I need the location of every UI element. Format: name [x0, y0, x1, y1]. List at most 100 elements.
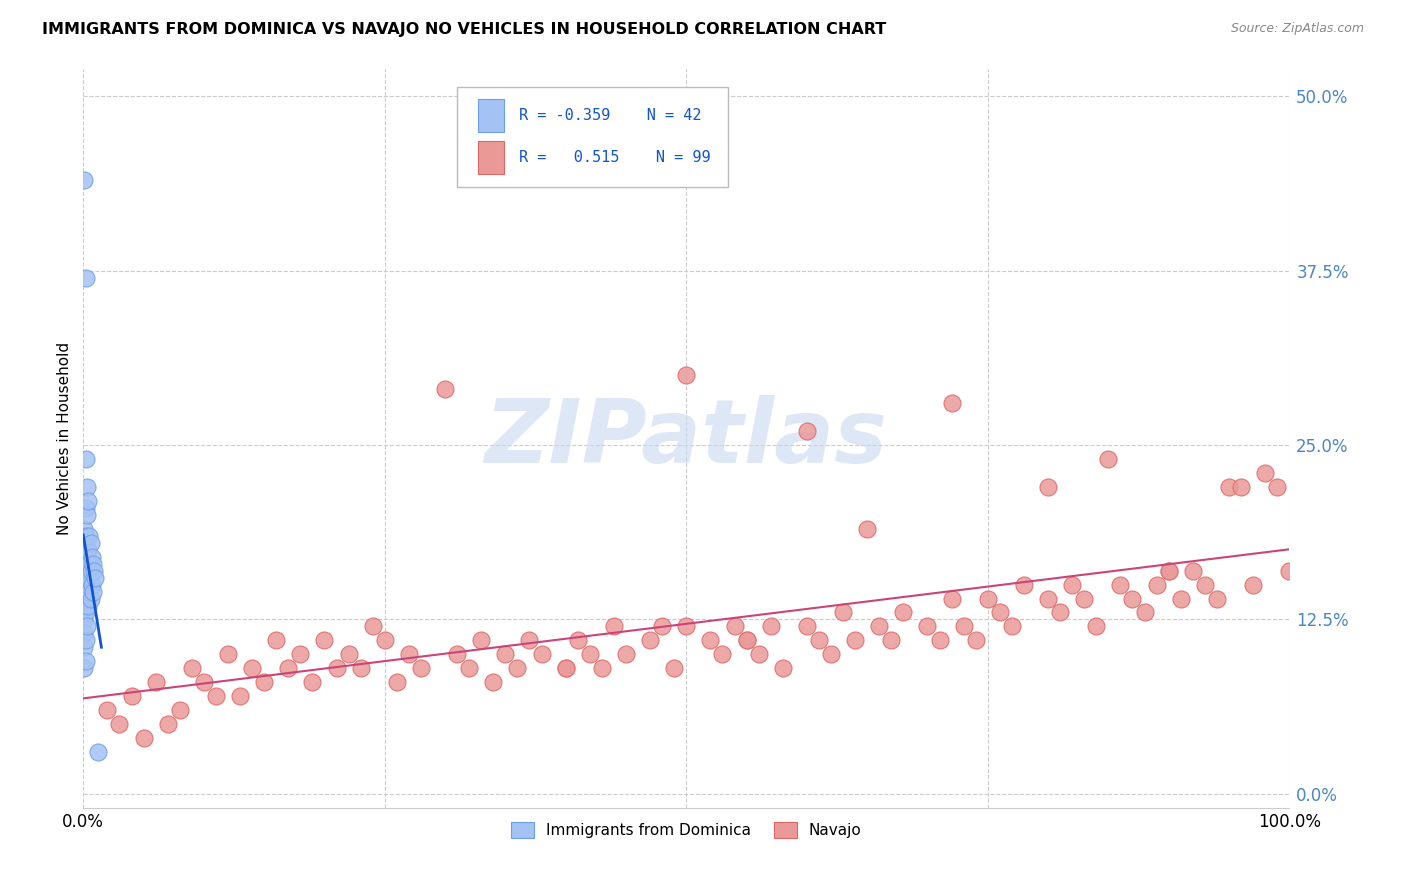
- Point: [554, 661, 576, 675]
- Point: [76, 619, 98, 633]
- Point: [664, 661, 686, 675]
- Point: [76, 591, 98, 606]
- FancyBboxPatch shape: [457, 87, 728, 186]
- Point: [73, 571, 96, 585]
- Point: [1157, 564, 1180, 578]
- Point: [1133, 606, 1156, 620]
- Point: [928, 633, 950, 648]
- Point: [482, 675, 505, 690]
- Point: [965, 633, 987, 648]
- Point: [229, 689, 252, 703]
- Point: [77, 542, 100, 557]
- Point: [1146, 577, 1168, 591]
- Point: [759, 619, 782, 633]
- Text: R =   0.515    N = 99: R = 0.515 N = 99: [519, 150, 710, 165]
- Point: [844, 633, 866, 648]
- Point: [614, 648, 637, 662]
- Point: [1265, 480, 1288, 494]
- Point: [591, 661, 613, 675]
- Point: [79, 557, 101, 571]
- Point: [1194, 577, 1216, 591]
- Point: [891, 606, 914, 620]
- Point: [807, 633, 830, 648]
- Text: R = -0.359    N = 42: R = -0.359 N = 42: [519, 108, 702, 123]
- Point: [796, 424, 818, 438]
- Point: [1109, 577, 1132, 591]
- Point: [169, 703, 191, 717]
- Point: [73, 173, 96, 187]
- Point: [79, 591, 101, 606]
- Point: [79, 584, 101, 599]
- Point: [434, 382, 457, 396]
- Point: [79, 564, 101, 578]
- Point: [80, 549, 103, 564]
- Point: [73, 584, 96, 599]
- Point: [880, 633, 903, 648]
- Point: [79, 535, 101, 549]
- Point: [699, 633, 721, 648]
- Point: [1181, 564, 1204, 578]
- Point: [796, 619, 818, 633]
- Point: [83, 564, 105, 578]
- Point: [530, 648, 553, 662]
- Point: [121, 689, 143, 703]
- Point: [567, 633, 589, 648]
- Point: [290, 648, 312, 662]
- FancyBboxPatch shape: [478, 99, 505, 132]
- Point: [638, 633, 661, 648]
- Point: [325, 661, 347, 675]
- Point: [458, 661, 481, 675]
- Point: [73, 640, 96, 655]
- Point: [84, 571, 107, 585]
- Point: [73, 626, 96, 640]
- Point: [856, 522, 879, 536]
- Point: [96, 703, 118, 717]
- Point: [145, 675, 167, 690]
- Point: [75, 529, 97, 543]
- Point: [277, 661, 299, 675]
- Point: [75, 577, 97, 591]
- Point: [361, 619, 384, 633]
- Point: [205, 689, 228, 703]
- Point: [1062, 577, 1084, 591]
- Point: [82, 557, 104, 571]
- Point: [80, 577, 103, 591]
- Point: [73, 549, 96, 564]
- Point: [75, 633, 97, 648]
- Point: [1012, 577, 1035, 591]
- Point: [675, 368, 697, 383]
- Point: [77, 599, 100, 613]
- Point: [75, 606, 97, 620]
- Point: [1085, 619, 1108, 633]
- Point: [1036, 480, 1059, 494]
- Point: [675, 619, 697, 633]
- FancyBboxPatch shape: [478, 141, 505, 174]
- Point: [772, 661, 794, 675]
- Point: [977, 591, 1000, 606]
- Point: [1157, 564, 1180, 578]
- Point: [1036, 591, 1059, 606]
- Point: [494, 648, 516, 662]
- Point: [603, 619, 626, 633]
- Point: [723, 619, 745, 633]
- Point: [988, 606, 1011, 620]
- Text: Source: ZipAtlas.com: Source: ZipAtlas.com: [1230, 22, 1364, 36]
- Point: [1097, 452, 1119, 467]
- Point: [75, 452, 97, 467]
- Point: [108, 717, 131, 731]
- Point: [77, 571, 100, 585]
- Text: ZIPatlas: ZIPatlas: [485, 394, 887, 482]
- Point: [76, 480, 98, 494]
- Point: [75, 500, 97, 515]
- Point: [350, 661, 373, 675]
- Point: [156, 717, 179, 731]
- Point: [1241, 577, 1264, 591]
- Point: [253, 675, 276, 690]
- Point: [76, 564, 98, 578]
- Point: [73, 522, 96, 536]
- Point: [1073, 591, 1095, 606]
- Point: [264, 633, 287, 648]
- Point: [832, 606, 855, 620]
- Point: [952, 619, 974, 633]
- Point: [519, 633, 541, 648]
